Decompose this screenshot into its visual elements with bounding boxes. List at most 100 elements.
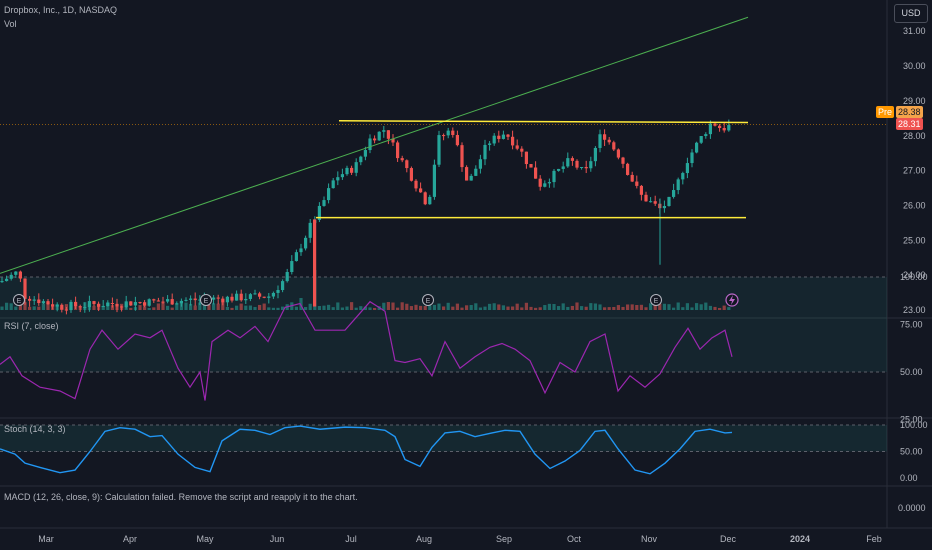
volume-bar: [64, 304, 68, 310]
volume-bar: [428, 305, 432, 310]
time-axis-label: Oct: [567, 534, 582, 544]
volume-bar: [391, 302, 395, 310]
volume-bar: [501, 305, 505, 310]
volume-bar: [672, 307, 676, 310]
candle-body: [561, 166, 565, 169]
volume-bar: [345, 306, 349, 310]
volume-bar: [543, 305, 547, 310]
volume-bar: [584, 306, 588, 310]
candle-body: [285, 272, 289, 282]
stoch-pane-label[interactable]: Stoch (14, 3, 3): [4, 424, 66, 434]
volume-bar: [179, 302, 183, 310]
candle-body: [713, 123, 717, 126]
candle-body: [9, 274, 13, 279]
candle-body: [662, 206, 666, 209]
candle-body: [630, 174, 634, 182]
volume-bar: [271, 307, 275, 310]
stoch-line: [0, 425, 733, 475]
candle-body: [304, 237, 308, 249]
candle-body: [612, 142, 616, 150]
volume-bar: [23, 302, 27, 310]
earnings-marker-icon: [200, 294, 212, 306]
candle-body: [5, 278, 9, 282]
volume-bar: [253, 307, 257, 310]
time-axis-label: Mar: [38, 534, 54, 544]
volume-bar: [465, 305, 469, 310]
volume-bar: [120, 303, 124, 310]
volume-bar: [46, 302, 50, 310]
volume-bar: [695, 303, 699, 310]
candle-body: [354, 162, 358, 173]
volume-bar: [32, 306, 36, 310]
candle-body: [635, 181, 639, 186]
time-axis-label: Feb: [866, 534, 882, 544]
candle-body: [51, 304, 55, 307]
candle-body: [78, 306, 82, 308]
candle-body: [649, 201, 653, 203]
volume-bar: [607, 307, 611, 310]
volume-indicator-label[interactable]: Vol: [4, 19, 17, 29]
macd-pane-label[interactable]: MACD (12, 26, close, 9): Calculation fai…: [4, 492, 358, 502]
candle-body: [718, 125, 722, 128]
volume-bar: [534, 307, 538, 310]
volume-bar: [212, 303, 216, 310]
volume-bar: [557, 306, 561, 310]
volume-bar: [359, 306, 363, 310]
candle-body: [189, 298, 193, 300]
candle-body: [396, 142, 400, 159]
candle-body: [442, 135, 446, 137]
time-axis-label: Jun: [270, 534, 285, 544]
volume-bar: [170, 307, 174, 310]
candle-body: [258, 293, 262, 297]
candle-body: [368, 138, 372, 151]
candle-body: [419, 188, 423, 193]
volume-bar: [690, 307, 694, 310]
candle-body: [166, 299, 170, 302]
volume-bar: [350, 302, 354, 310]
candle-body: [478, 159, 482, 169]
volume-bar: [478, 307, 482, 310]
candle-body: [639, 185, 643, 195]
volume-bar: [488, 303, 492, 310]
candle-body: [0, 281, 4, 283]
volume-bar: [722, 305, 726, 310]
candle-body: [216, 297, 220, 299]
volume-bar: [193, 305, 197, 310]
candle-body: [331, 180, 335, 189]
stoch-axis-tick: 100.00: [900, 420, 928, 430]
candle-body: [60, 304, 64, 310]
candle-body: [534, 167, 538, 179]
candle-body: [469, 175, 473, 181]
candle-body: [593, 147, 597, 162]
candle-body: [37, 299, 41, 304]
volume-bar: [18, 305, 22, 310]
candle-body: [515, 145, 519, 149]
volume-bar: [235, 305, 239, 310]
volume-bar: [87, 304, 91, 310]
volume-bar: [189, 303, 193, 310]
candle-body: [695, 142, 699, 153]
candle-body: [327, 188, 331, 201]
volume-bar: [676, 302, 680, 310]
candle-body: [115, 303, 119, 307]
price-axis-tick: 24.00: [903, 270, 926, 280]
rsi-pane-label[interactable]: RSI (7, close): [4, 321, 59, 331]
candle-body: [400, 158, 404, 161]
volume-bar: [419, 305, 423, 310]
volume-bar: [451, 306, 455, 310]
volume-bar: [630, 304, 634, 310]
candle-body: [547, 182, 551, 184]
volume-bar: [74, 305, 78, 310]
volume-bar: [308, 303, 312, 310]
volume-bar: [225, 306, 229, 310]
earnings-marker-icon: [13, 294, 25, 306]
volume-bar: [248, 305, 252, 310]
currency-button[interactable]: USD: [894, 4, 928, 23]
price-axis-tick: 26.00: [903, 200, 926, 210]
price-axis-tick: 25.00: [903, 235, 926, 245]
candle-body: [727, 125, 731, 131]
lightning-icon: [729, 295, 735, 305]
volume-bar: [396, 307, 400, 310]
volume-bar: [515, 303, 519, 310]
